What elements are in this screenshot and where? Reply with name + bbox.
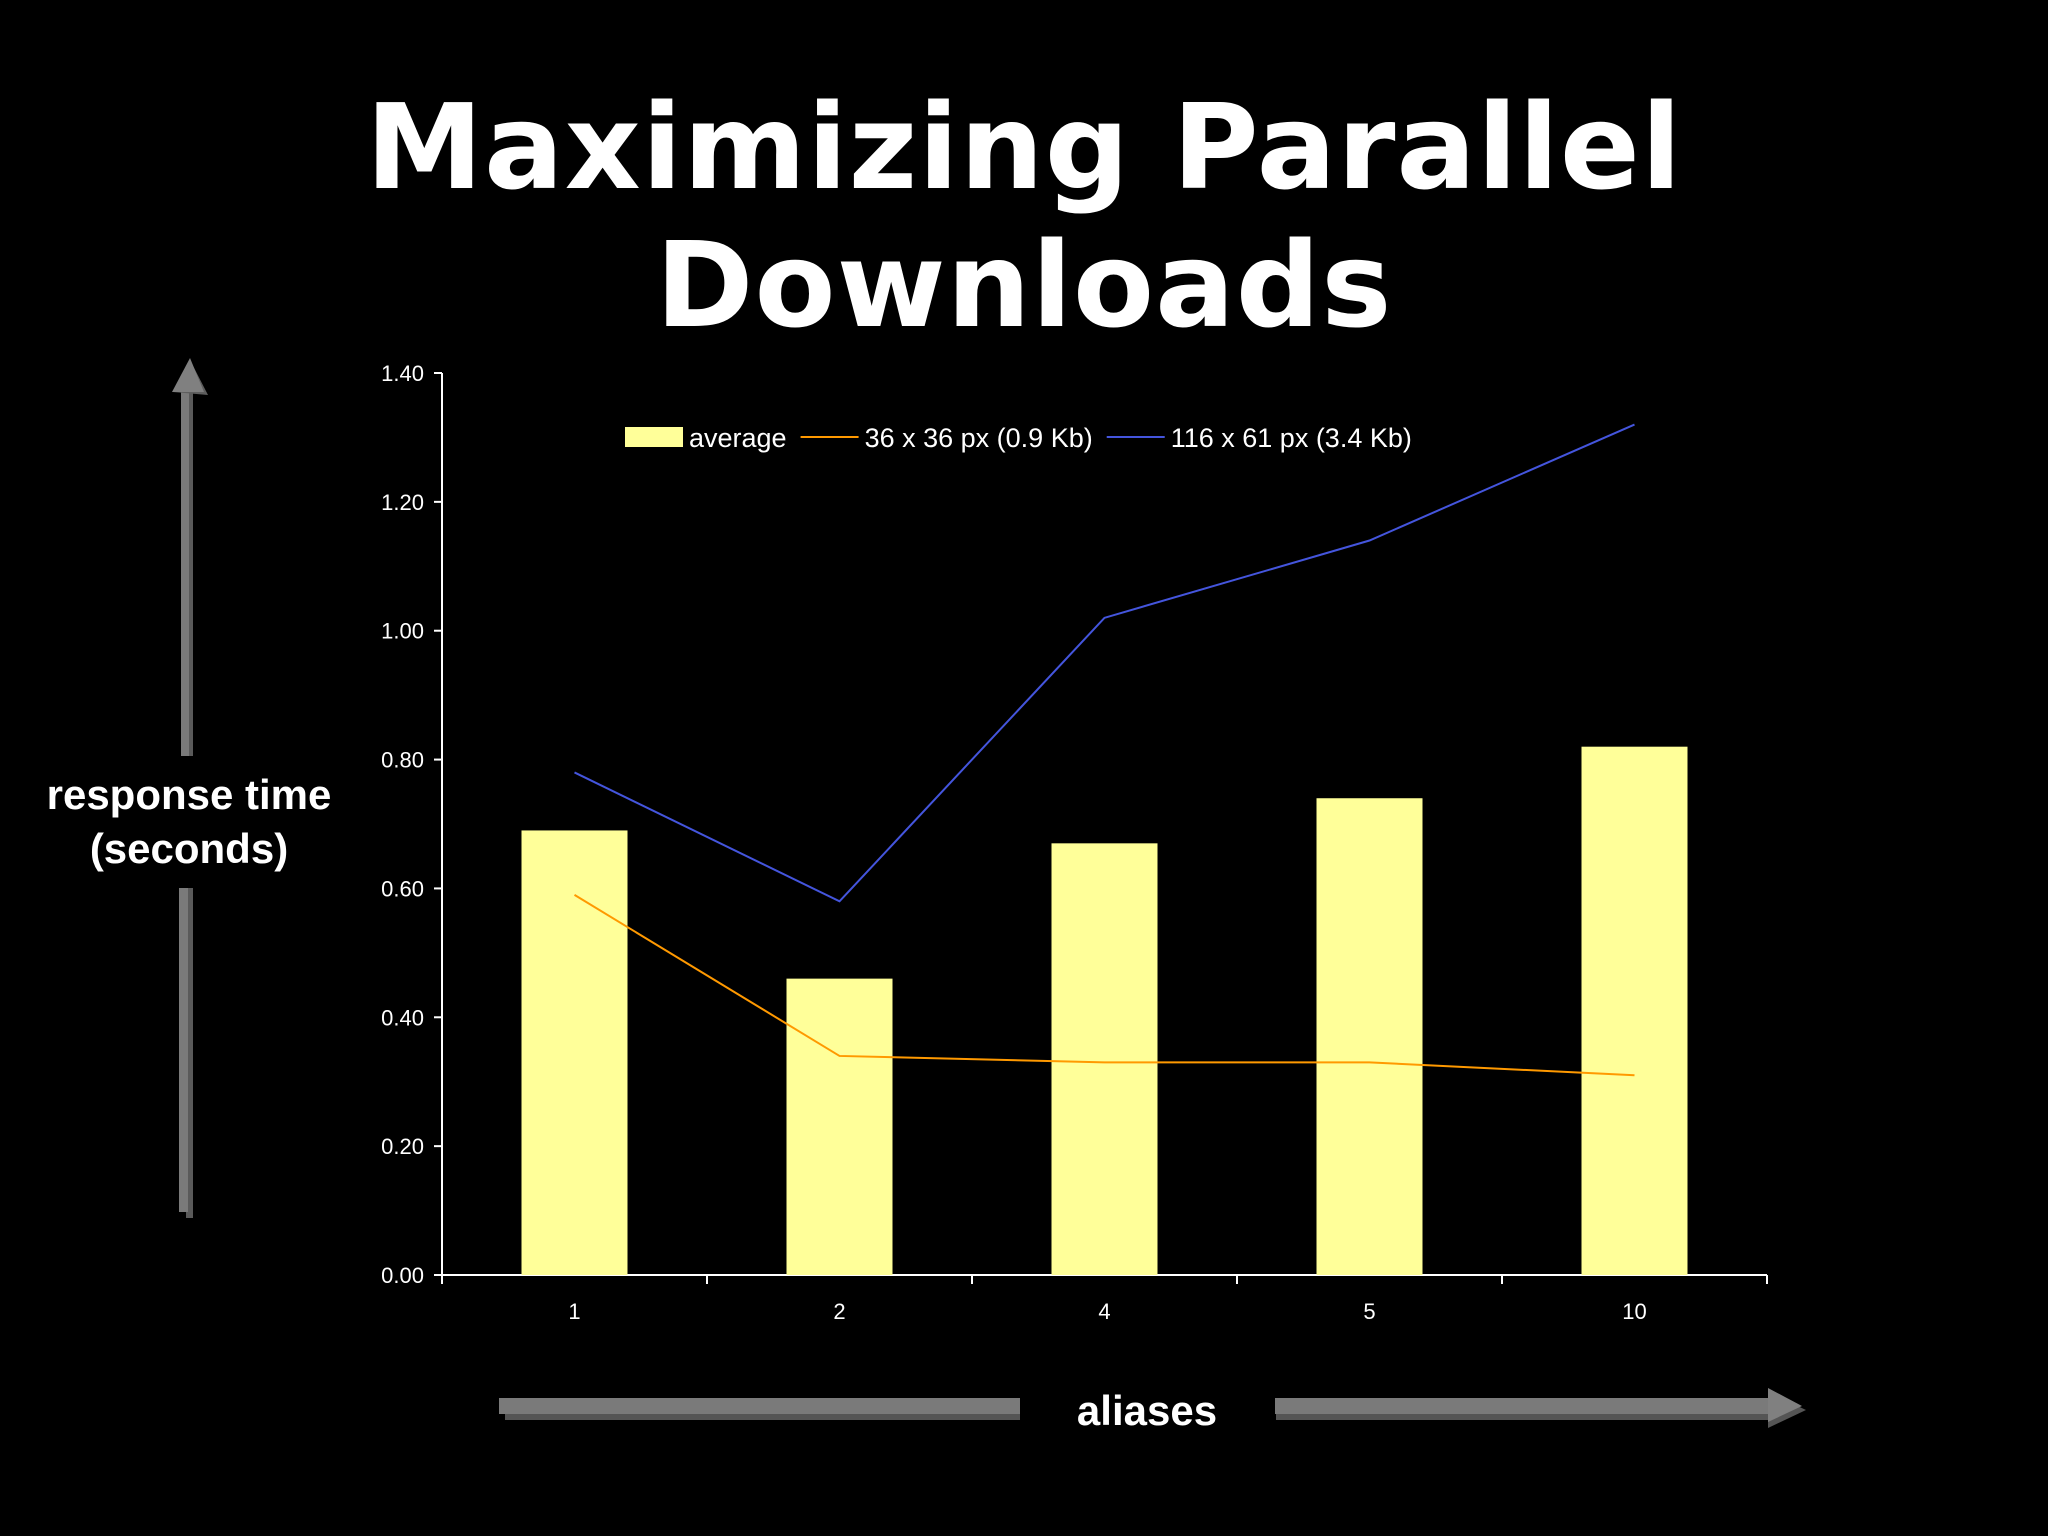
y-axis-title-line-1: response time bbox=[47, 771, 332, 818]
x-axis-title: aliases bbox=[1077, 1387, 1217, 1434]
y-tick-label: 0.20 bbox=[381, 1134, 424, 1159]
bar bbox=[1581, 746, 1688, 1275]
bar bbox=[521, 830, 628, 1275]
x-tick-label: 10 bbox=[1622, 1299, 1646, 1324]
bar bbox=[786, 978, 893, 1275]
y-tick-label: 0.60 bbox=[381, 876, 424, 901]
series-line-1 bbox=[574, 423, 1635, 903]
x-tick-label: 1 bbox=[568, 1299, 580, 1324]
legend-label: 116 x 61 px (3.4 Kb) bbox=[1171, 423, 1412, 453]
y-tick-label: 0.80 bbox=[381, 748, 424, 773]
x-tick-label: 5 bbox=[1363, 1299, 1375, 1324]
series-lines bbox=[573, 423, 1635, 1077]
y-tick-label: 1.40 bbox=[381, 361, 424, 386]
x-tick-label: 2 bbox=[833, 1299, 845, 1324]
legend-label: 36 x 36 px (0.9 Kb) bbox=[865, 423, 1093, 453]
bars bbox=[521, 746, 1688, 1275]
bar bbox=[1316, 798, 1423, 1275]
legend-label: average bbox=[689, 423, 787, 453]
slide-title: Maximizing Parallel Downloads bbox=[365, 78, 1683, 354]
series-line-0 bbox=[573, 894, 1635, 1077]
x-axis-arrow bbox=[499, 1388, 1806, 1428]
legend-swatch-bar bbox=[625, 427, 683, 447]
y-axis-arrow bbox=[172, 358, 208, 1218]
tick-labels: 0.00 0.20 0.40 0.60 0.80 1.00 1.20 1.40 1 2 4 5 10 bbox=[381, 361, 1647, 1324]
legend: average 36 x 36 px (0.9 Kb) 116 x 61 px (3… bbox=[625, 423, 1412, 453]
y-tick-label: 0.40 bbox=[381, 1005, 424, 1030]
x-tick-label: 4 bbox=[1098, 1299, 1110, 1324]
y-tick-label: 0.00 bbox=[381, 1263, 424, 1288]
y-tick-label: 1.20 bbox=[381, 490, 424, 515]
bar bbox=[1051, 843, 1158, 1275]
y-axis-title-line-2: (seconds) bbox=[90, 825, 288, 872]
y-tick-label: 1.00 bbox=[381, 619, 424, 644]
